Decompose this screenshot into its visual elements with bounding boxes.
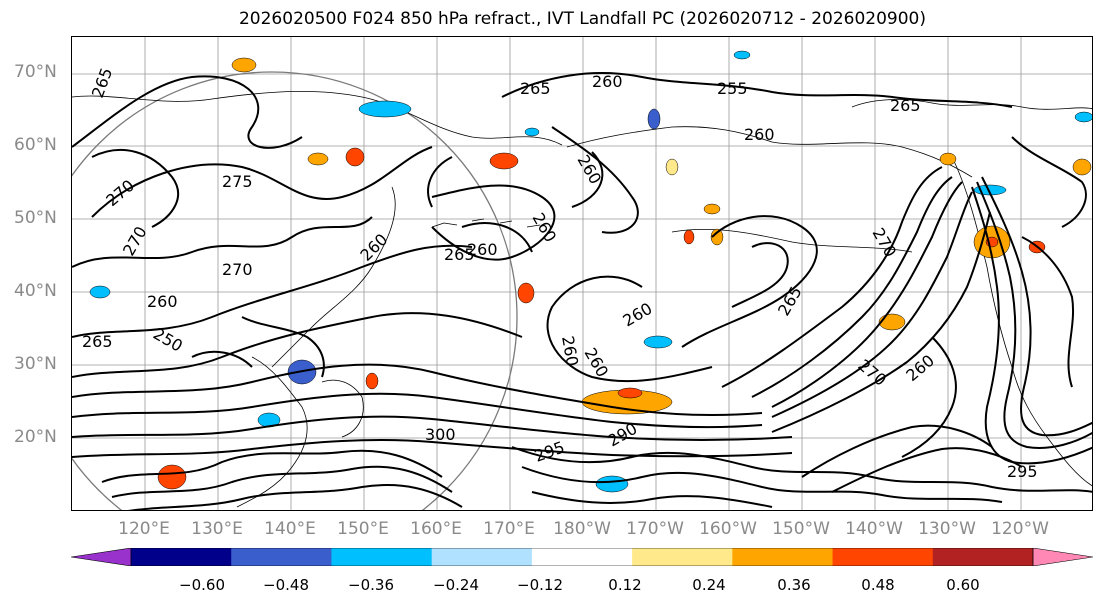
contour-label: 295: [1007, 462, 1038, 481]
longitude-label: 160°W: [699, 519, 757, 539]
contour-label: 260: [529, 210, 561, 246]
longitude-label: 160°E: [410, 519, 462, 539]
colorbar-tick-label: −0.12: [517, 576, 563, 594]
map-plot: 265 265 260 255 265 260 260 270 275 270 …: [72, 37, 1092, 510]
latitude-label: 50°N: [14, 208, 57, 228]
longitude-label: 150°W: [772, 519, 830, 539]
latitude-label: 70°N: [14, 62, 57, 82]
longitude-label: 170°W: [626, 519, 684, 539]
contour-label: 270: [119, 223, 151, 259]
colorbar-tick-label: −0.60: [179, 576, 225, 594]
longitude-label: 130°W: [918, 519, 976, 539]
colorbar: [71, 548, 1093, 566]
contour-label: 255: [717, 79, 748, 98]
refractivity-contours: [72, 72, 1092, 510]
colorbar-tick-label: −0.36: [348, 576, 394, 594]
contour-label: 260: [467, 240, 498, 259]
colorbar-segment: [732, 548, 834, 566]
contour-label: 265: [88, 65, 116, 100]
latitude-label: 40°N: [14, 281, 57, 301]
latitude-label: 20°N: [14, 427, 57, 447]
range-circle: [72, 71, 518, 510]
longitude-label: 120°E: [118, 519, 170, 539]
longitude-label: 140°E: [264, 519, 316, 539]
colorbar-border: [130, 548, 1034, 566]
map-title: 2026020500 F024 850 hPa refract., IVT La…: [238, 9, 926, 29]
longitude-label: 150°E: [337, 519, 389, 539]
contour-label: 260: [356, 230, 391, 265]
contour-label: 295: [532, 437, 567, 465]
colorbar-segment: [632, 548, 733, 566]
colorbar-tick-label: −0.48: [263, 576, 309, 594]
contour-label: 300: [425, 425, 456, 444]
colorbar-segment: [832, 548, 934, 566]
contour-label: 260: [558, 334, 582, 367]
colorbar-tick-label: −0.24: [433, 576, 479, 594]
colorbar-segment: [531, 548, 633, 566]
contour-label: 265: [520, 79, 551, 98]
contour-label: 260: [744, 125, 775, 144]
contour-label: 265: [890, 96, 921, 115]
colorbar-segment: [331, 548, 433, 566]
longitude-label: 170°E: [483, 519, 535, 539]
contour-label: 265: [82, 332, 113, 351]
colorbar-extension-high: [1032, 548, 1093, 566]
contour-label: 270: [869, 225, 901, 261]
colorbar-segment: [431, 548, 533, 566]
colorbar-tick-label: 0.36: [777, 576, 811, 594]
longitude-label: 120°W: [991, 519, 1049, 539]
colorbar-tick-label: 0.48: [861, 576, 895, 594]
colorbar-tick-label: 0.24: [692, 576, 726, 594]
latitude-label: 60°N: [14, 135, 57, 155]
contour-label: 270: [102, 176, 138, 210]
colorbar-tick-label: 0.60: [946, 576, 980, 594]
colorbar-extension-low: [71, 548, 132, 566]
longitude-label: 180°W: [553, 519, 611, 539]
colorbar-tick-label: 0.12: [608, 576, 642, 594]
graticule-lines: [72, 37, 1092, 510]
contour-label: 265: [444, 245, 475, 264]
colorbar-segment: [231, 548, 332, 566]
colorbar-segment: [932, 548, 1034, 566]
contour-label: 275: [222, 172, 253, 191]
longitude-label: 140°W: [845, 519, 903, 539]
map-panel: 265 265 260 255 265 260 260 270 275 270 …: [71, 36, 1093, 511]
contour-label: 265: [774, 283, 806, 319]
contour-label: 260: [620, 299, 656, 331]
colorbar-segments: [71, 548, 1093, 566]
contour-label: 260: [147, 292, 178, 311]
coastlines: [72, 90, 1092, 508]
longitude-label: 130°E: [191, 519, 243, 539]
contour-label: 260: [592, 72, 623, 91]
contour-label: 270: [854, 356, 890, 390]
colorbar-segment: [131, 548, 232, 566]
contour-label: 270: [222, 260, 253, 279]
contour-label: 260: [902, 351, 938, 385]
latitude-label: 30°N: [14, 354, 57, 374]
